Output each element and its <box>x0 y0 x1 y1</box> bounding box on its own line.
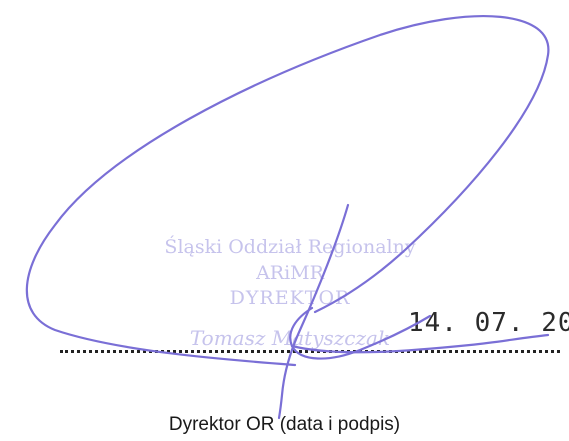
stamped-date: 14. 07. 2021 <box>408 308 569 338</box>
signature-descender-stroke <box>277 203 350 420</box>
stamp-office-name: Śląski Oddział Regionalny <box>164 236 416 258</box>
stamp-agency-name: ARiMR <box>256 262 324 284</box>
signature-flourish-stroke <box>289 306 432 360</box>
signature-caption: Dyrektor OR (data i podpis) <box>168 414 401 435</box>
signature-loop-stroke <box>25 15 550 367</box>
signature-dotted-line <box>60 350 560 353</box>
stamp-position-title: DYREKTOR <box>229 287 351 309</box>
signature-tail-stroke <box>290 333 550 354</box>
